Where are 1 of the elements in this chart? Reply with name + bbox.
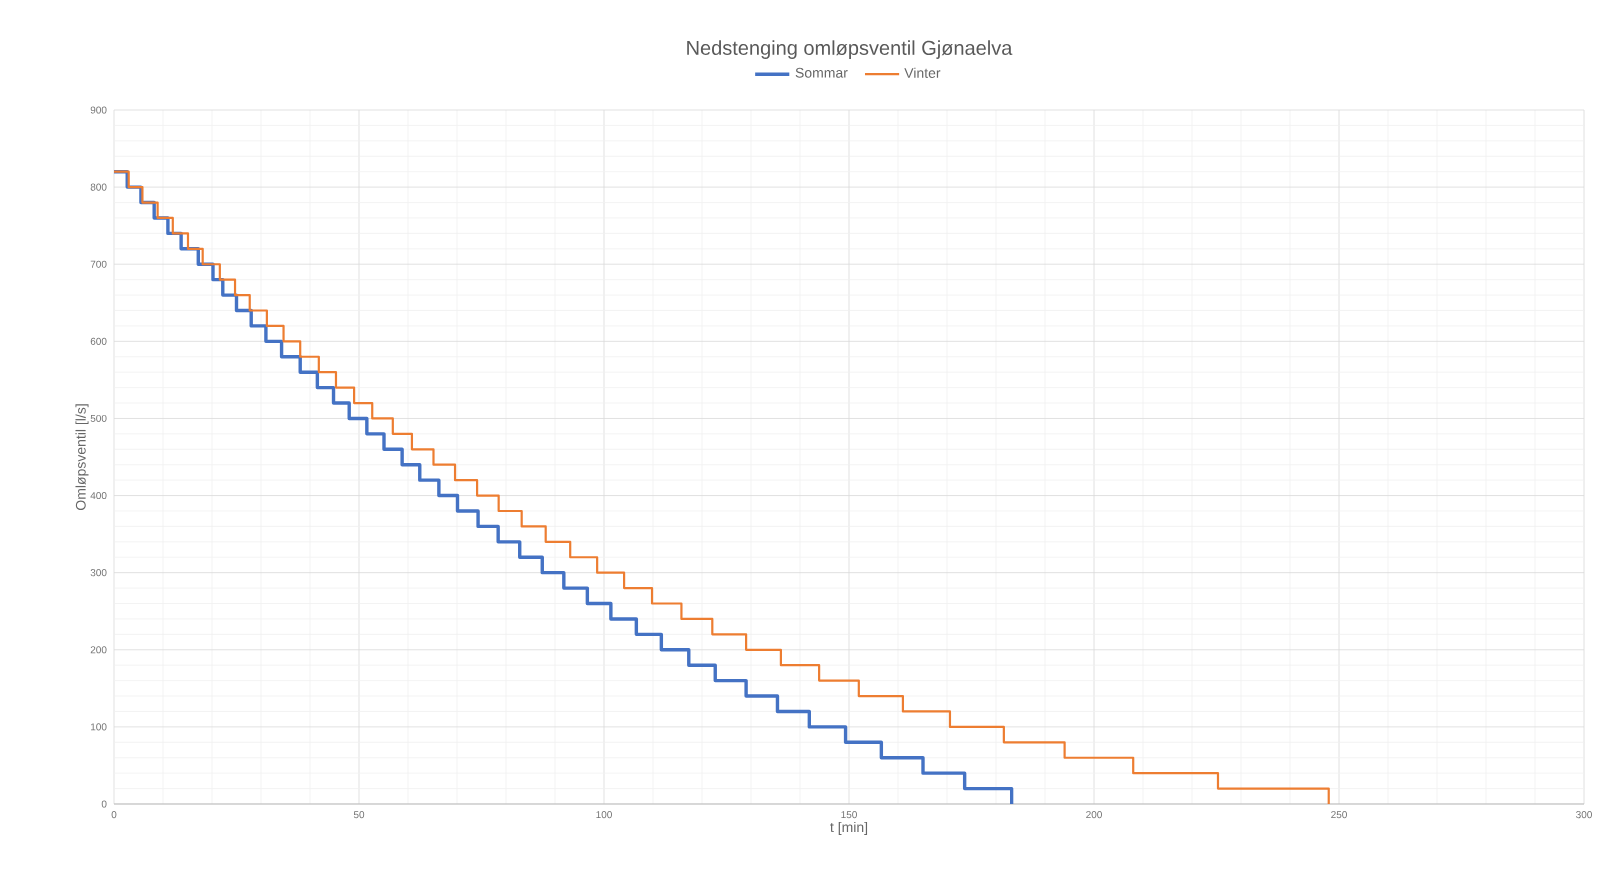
chart-title: Nedstenging omløpsventil Gjønaelva [687, 40, 1013, 59]
